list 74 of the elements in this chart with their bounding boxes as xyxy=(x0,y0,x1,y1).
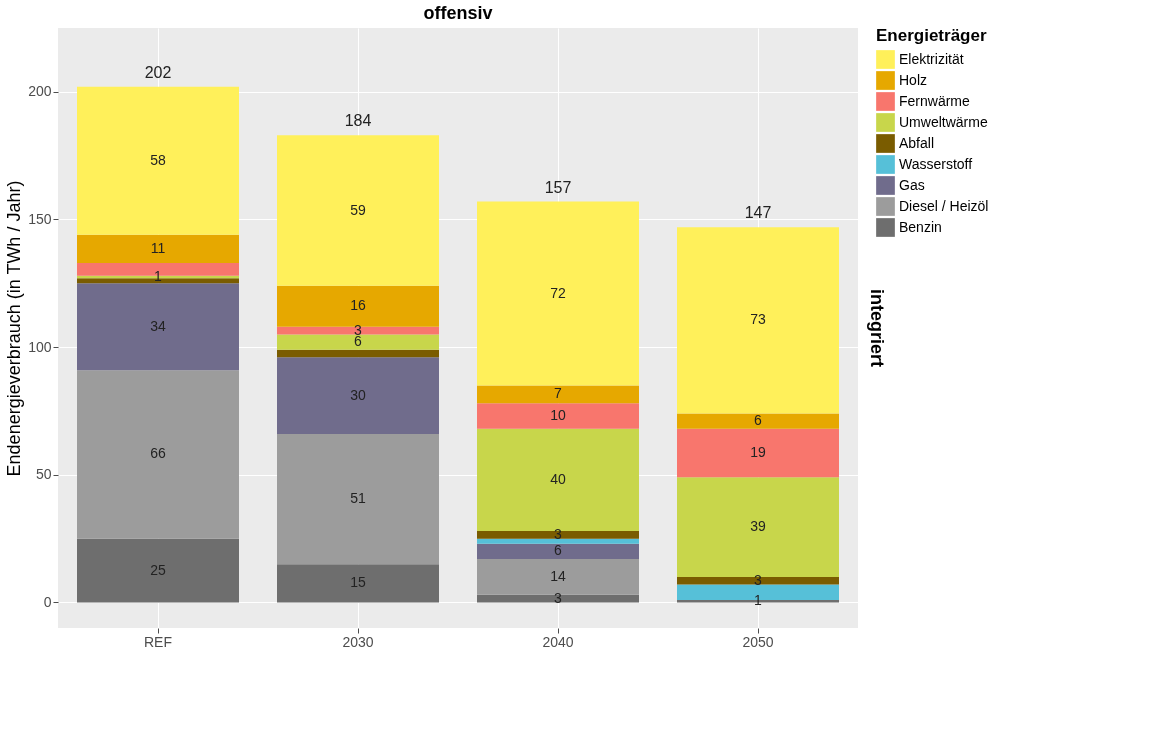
bar xyxy=(677,477,839,577)
data-label: 7 xyxy=(554,385,563,402)
legend-label: Holz xyxy=(899,71,928,88)
data-label: 11 xyxy=(150,239,166,256)
bar xyxy=(477,403,639,429)
bar xyxy=(477,543,639,560)
bar xyxy=(677,227,839,414)
bar xyxy=(277,285,439,327)
data-label: 16 xyxy=(350,297,366,314)
bar xyxy=(477,385,639,404)
data-label: 59 xyxy=(350,201,366,218)
data-label: 1 xyxy=(154,267,163,284)
total-label: 157 xyxy=(544,178,572,196)
legend-title: Energieträger xyxy=(876,26,987,45)
bar xyxy=(77,538,239,603)
data-label: 15 xyxy=(350,574,366,591)
legend-label: Abfall xyxy=(899,134,935,151)
data-label: 34 xyxy=(150,317,166,334)
data-label: 30 xyxy=(350,386,366,403)
bar xyxy=(77,283,239,371)
legend-label: Wasserstoff xyxy=(899,155,973,172)
text: offensiv xyxy=(423,3,493,23)
bar xyxy=(277,334,439,350)
y-tick-label: 50 xyxy=(35,466,52,483)
bar xyxy=(477,538,639,544)
total-label: 147 xyxy=(744,204,772,222)
text: integriert xyxy=(867,288,887,368)
data-label: 10 xyxy=(550,407,566,424)
x-tick-label: 2040 xyxy=(542,633,574,650)
bar xyxy=(677,413,839,429)
bar xyxy=(477,428,639,531)
bar xyxy=(477,530,639,539)
legend-label: Diesel / Heizöl xyxy=(899,197,989,214)
bar xyxy=(277,564,439,603)
data-label: 73 xyxy=(750,311,766,328)
data-label: 39 xyxy=(750,518,766,535)
total-label: 184 xyxy=(344,112,372,130)
legend-label: Elektrizität xyxy=(899,50,964,67)
bar xyxy=(77,234,239,263)
data-label: 6 xyxy=(754,412,763,429)
x-tick-label: REF xyxy=(144,633,172,650)
data-label: 40 xyxy=(550,470,566,487)
data-label: 3 xyxy=(554,589,563,606)
data-label: 51 xyxy=(350,490,366,507)
x-tick-label: 2030 xyxy=(342,633,374,650)
data-label: 3 xyxy=(554,525,563,542)
bar xyxy=(277,349,439,358)
data-label: 72 xyxy=(550,284,566,301)
total-label: 202 xyxy=(144,63,172,81)
bar xyxy=(277,135,439,286)
x-tick-label: 2050 xyxy=(742,633,774,650)
bar xyxy=(677,576,839,585)
data-label: 6 xyxy=(554,542,563,559)
bar xyxy=(677,428,839,478)
y-tick-label: 200 xyxy=(28,83,52,100)
y-tick-label: 100 xyxy=(28,338,52,355)
bar xyxy=(477,559,639,595)
y-axis-title: Endenergieverbrauch (in TWh / Jahr) xyxy=(4,180,25,477)
bar xyxy=(77,370,239,539)
y-tick-label: 150 xyxy=(28,210,52,227)
bar xyxy=(277,357,439,434)
bar xyxy=(277,433,439,565)
data-label: 19 xyxy=(750,444,766,461)
legend-label: Umweltwärme xyxy=(899,113,988,130)
bar xyxy=(77,86,239,235)
data-label: 58 xyxy=(150,151,166,168)
legend-label: Fernwärme xyxy=(899,92,971,109)
legend-label: Benzin xyxy=(899,218,942,235)
bar xyxy=(477,201,639,386)
y-tick-label: 0 xyxy=(43,593,52,610)
data-label: 66 xyxy=(150,445,166,462)
legend-label: Gas xyxy=(899,176,925,193)
data-label: 14 xyxy=(550,567,566,584)
data-label: 25 xyxy=(150,561,166,578)
